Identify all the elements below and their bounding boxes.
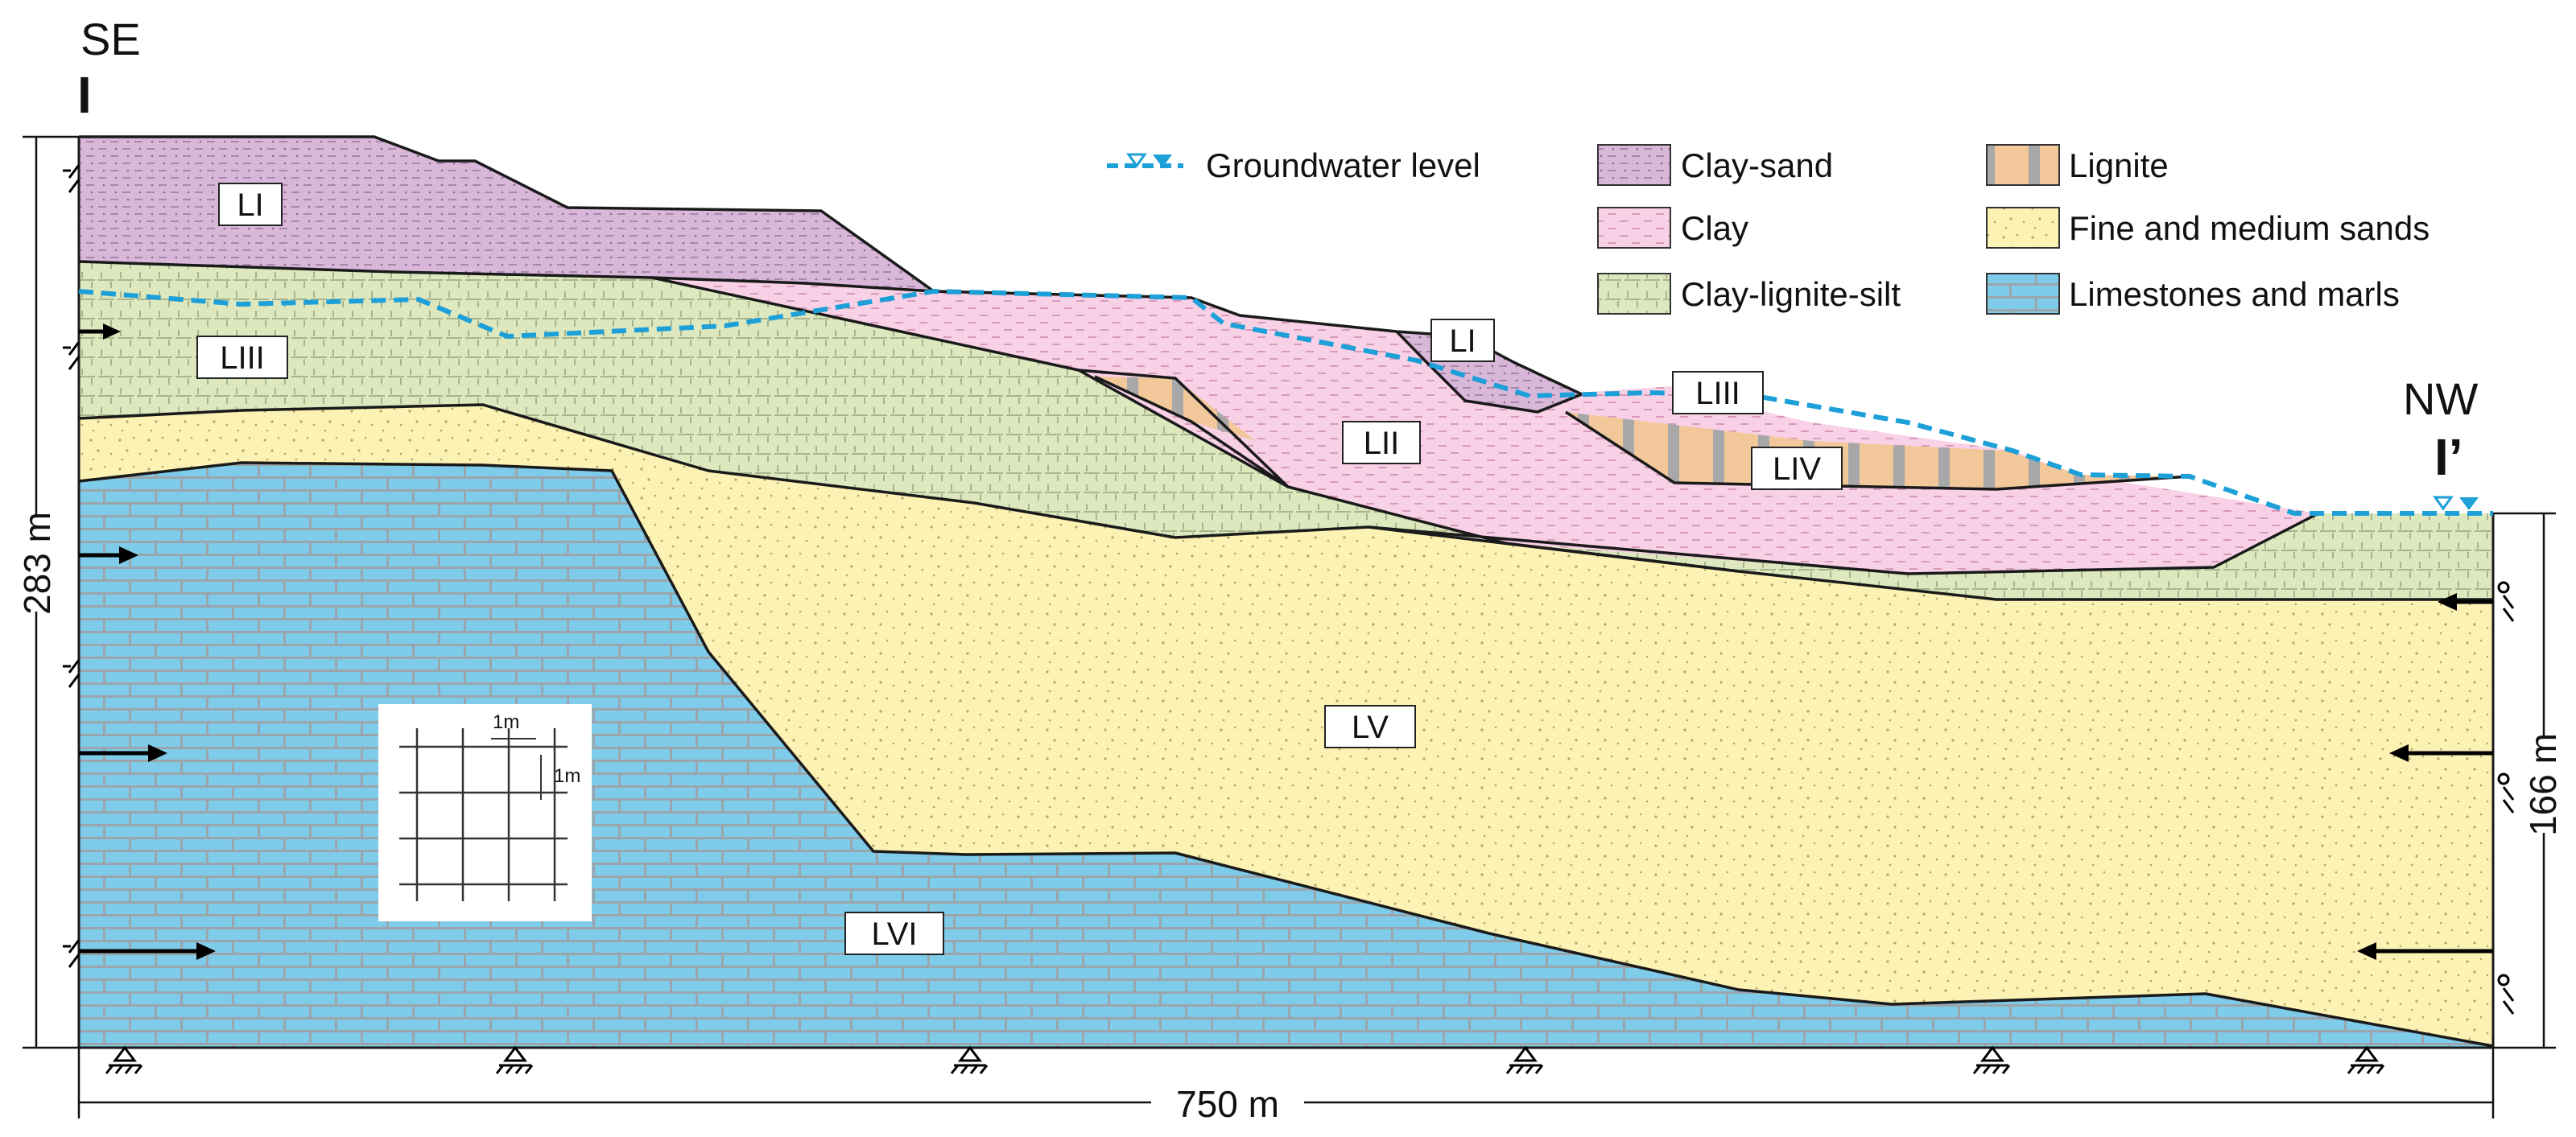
legend-clay-label: Clay bbox=[1681, 209, 1748, 247]
mesh-scale-v-label: 1m bbox=[554, 765, 580, 787]
legend-lignite-label: Lignite bbox=[2069, 146, 2169, 184]
legend: Groundwater level Clay-sand Clay Clay-li… bbox=[1107, 144, 2429, 315]
section-start-label: I bbox=[77, 66, 92, 124]
layer-sands bbox=[79, 405, 2493, 1046]
legend-groundwater: Groundwater level bbox=[1107, 146, 1480, 184]
legend-sands-label: Fine and medium sands bbox=[2069, 209, 2429, 247]
legend-limestone-label: Limestones and marls bbox=[2069, 275, 2400, 313]
layer-clay bbox=[652, 278, 2318, 574]
arrow-left-4 bbox=[79, 942, 216, 960]
legend-sands: Fine and medium sands bbox=[1986, 207, 2429, 249]
layer-lignite-right bbox=[1566, 412, 2190, 489]
layer-labels: LI LIII LI LIII LII LIV LV LVI bbox=[196, 183, 1843, 955]
legend-groundwater-label: Groundwater level bbox=[1206, 146, 1480, 184]
label-liv: LIV bbox=[1773, 451, 1821, 487]
legend-clay-sand-label: Clay-sand bbox=[1681, 146, 1833, 184]
layer-clay-lignite-silt bbox=[79, 262, 2493, 599]
direction-nw: NW bbox=[2403, 373, 2478, 424]
legend-clay-lignite-silt: Clay-lignite-silt bbox=[1597, 273, 1901, 315]
label-liii-right: LIII bbox=[1695, 376, 1740, 411]
label-li-mid: LI bbox=[1449, 323, 1476, 359]
support-3 bbox=[950, 1045, 989, 1074]
dimension-width bbox=[77, 1048, 2495, 1118]
mesh-scale-inset: 1m 1m bbox=[378, 704, 592, 921]
layer-limestone bbox=[79, 463, 2493, 1048]
legend-limestone: Limestones and marls bbox=[1986, 273, 2400, 315]
width-label: 750 m bbox=[1176, 1083, 1279, 1125]
support-6 bbox=[2347, 1045, 2385, 1074]
support-5 bbox=[1972, 1045, 2011, 1074]
legend-lignite: Lignite bbox=[1986, 144, 2169, 186]
arrow-right-2 bbox=[2389, 744, 2493, 762]
support-2 bbox=[495, 1045, 534, 1074]
legend-clay-lignite-silt-label: Clay-lignite-silt bbox=[1681, 275, 1901, 313]
label-lvi: LVI bbox=[871, 917, 917, 952]
label-liii-left: LIII bbox=[220, 340, 265, 376]
dimension-height-left bbox=[23, 135, 79, 1049]
arrow-left-3 bbox=[79, 744, 167, 762]
section-end-label: I’ bbox=[2434, 428, 2463, 486]
arrow-left-1 bbox=[79, 323, 121, 340]
direction-se: SE bbox=[80, 14, 141, 64]
arrow-right-1 bbox=[2438, 593, 2493, 611]
support-4 bbox=[1505, 1045, 1544, 1074]
layer-clay-sand-top bbox=[79, 137, 934, 291]
label-lv: LV bbox=[1352, 710, 1389, 745]
arrow-left-2 bbox=[79, 546, 138, 564]
label-lii: LII bbox=[1364, 426, 1399, 461]
groundwater-marker-right bbox=[2433, 496, 2479, 511]
groundwater-line bbox=[78, 288, 2493, 516]
legend-clay: Clay bbox=[1597, 207, 1748, 249]
arrow-right-3 bbox=[2357, 942, 2493, 960]
legend-clay-sand: Clay-sand bbox=[1597, 144, 1833, 186]
bottom-supports bbox=[105, 1045, 2385, 1074]
height-left-label: 283 m bbox=[16, 512, 58, 615]
mesh-scale-h-label: 1m bbox=[493, 711, 519, 733]
layer-lignite-left bbox=[1095, 377, 1256, 441]
boundary-symbols-right bbox=[2497, 581, 2515, 1015]
boundary-symbols-left bbox=[63, 164, 80, 968]
support-1 bbox=[105, 1045, 143, 1074]
height-right-label: 166 m bbox=[2522, 733, 2564, 836]
label-li-top: LI bbox=[237, 187, 263, 223]
dimension-height-right bbox=[2493, 512, 2556, 1049]
flow-arrows bbox=[79, 323, 2493, 960]
